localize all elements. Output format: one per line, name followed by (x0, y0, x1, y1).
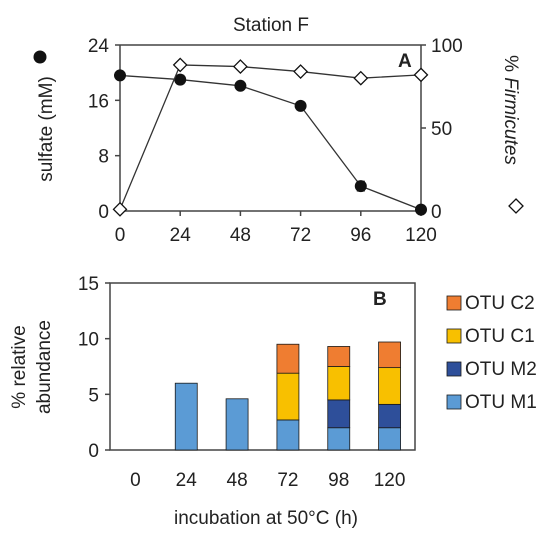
chart-b-x-tick-label: 72 (277, 470, 298, 491)
legend-label-otu-c1: OTU C1 (465, 326, 535, 347)
chart-b-plot: 0 5 10 15 0 24 48 72 98 120 OTU C2 OTU C1 OTU M2 OTU … (78, 274, 537, 491)
chart-b-x-tick-label: 98 (328, 470, 349, 491)
chart-b-bar-otu-c2 (327, 346, 351, 367)
chart-a-y2-label-italic: Firmicutes (500, 77, 521, 165)
chart-a-sulfate-point (174, 73, 187, 86)
chart-a-x-tick-label: 0 (115, 225, 126, 246)
chart-b-bar-otu-m1 (276, 419, 300, 451)
chart-b-bar-otu-m1 (225, 398, 249, 451)
chart-b-bar-otu-c1 (276, 372, 300, 421)
chart-a-series-2-line (119, 64, 422, 210)
legend-swatch-otu-c1 (446, 328, 462, 344)
chart-b-bar-otu-c1 (378, 367, 401, 405)
legend-swatch-otu-m2 (446, 361, 462, 377)
chart-a-sulfate-point (234, 79, 247, 92)
chart-b-panel-label: B (373, 289, 387, 310)
legend-label-otu-m2: OTU M2 (465, 359, 537, 380)
chart-b-plot-frame (109, 282, 416, 451)
chart-b-y-axis-label-line2: abundance (34, 320, 55, 414)
chart-a-y-tick-label: 0 (98, 202, 109, 223)
chart-a-y2-tick-label: 100 (431, 36, 463, 57)
chart-b-y-tick-label: 5 (88, 385, 99, 406)
chart-a-panel-label: A (398, 51, 412, 72)
chart-a-sulfate-point (415, 203, 427, 216)
chart-a-y-tick-label: 8 (98, 147, 109, 168)
chart-b-bar-otu-m1 (327, 427, 351, 451)
legend-label-otu-c2: OTU C2 (465, 293, 535, 314)
chart-a-sulfate-point (114, 69, 126, 82)
chart-a-y2-axis-label: % Firmicutes (500, 55, 521, 165)
chart-b-bar-otu-m1 (174, 382, 198, 451)
chart-b-y-axis-label-line1: % relative (9, 325, 30, 408)
chart-a-x-tick-label: 96 (350, 225, 371, 246)
chart-a-title: Station F (233, 15, 309, 36)
chart-b-bar-otu-m2 (378, 403, 401, 429)
chart-a-sulfate-point (354, 180, 367, 193)
chart-b-bar-otu-c2 (276, 343, 300, 374)
chart-a-firmicutes-point (353, 70, 369, 86)
chart-a-firmicutes-point (112, 201, 128, 217)
chart-a-plot: 0 8 16 24 0 50 100 0 24 48 72 96 120 (33, 36, 524, 246)
chart-a-y2-tick-label: 0 (431, 202, 442, 223)
legend-swatch-otu-c2 (446, 295, 462, 311)
chart-b-x-tick-label: 120 (374, 470, 406, 491)
chart-a-y2-label-prefix: % (500, 55, 521, 77)
chart-a-sulfate-point (294, 99, 307, 112)
chart-b-y-tick-label: 0 (88, 441, 99, 462)
legend-swatch-otu-m1 (446, 394, 462, 410)
chart-b-x-tick-label: 0 (130, 470, 141, 491)
chart-a-y-axis-label: sulfate (mM) (36, 76, 57, 182)
chart-a-firmicutes-point (232, 59, 248, 74)
chart-a-x-tick-label: 48 (230, 225, 251, 246)
chart-a-x-tick-label: 120 (405, 225, 437, 246)
chart-b-x-axis-label: incubation at 50°C (h) (174, 508, 358, 529)
chart-b-x-tick-label: 48 (227, 470, 248, 491)
chart-b-bar-otu-m2 (327, 399, 351, 429)
legend-label-otu-m1: OTU M1 (465, 392, 537, 413)
chart-a-x-tick-label: 72 (290, 225, 311, 246)
chart-a-x-tick-label: 24 (170, 225, 192, 246)
chart-a-y2-tick-label: 50 (431, 119, 452, 140)
chart-b-bar-otu-c2 (378, 341, 401, 369)
chart-a-series-1-line (119, 74, 422, 211)
chart-b-x-tick-label: 24 (176, 470, 198, 491)
chart-a-firmicutes-point (172, 57, 188, 73)
chart-b-y-tick-label: 15 (78, 274, 99, 295)
chart-a-y-tick-label: 24 (88, 36, 110, 57)
chart-b-y-tick-label: 10 (78, 330, 99, 351)
chart-a-y-axis-marker-icon (33, 50, 47, 64)
chart-a-firmicutes-point (413, 67, 429, 83)
chart-a-y2-axis-marker-icon (508, 198, 524, 214)
chart-a-firmicutes-point (293, 64, 309, 79)
chart-b-bar-otu-m1 (378, 427, 401, 451)
chart-b-bar-otu-c1 (327, 366, 351, 401)
chart-a-y-tick-label: 16 (88, 91, 109, 112)
